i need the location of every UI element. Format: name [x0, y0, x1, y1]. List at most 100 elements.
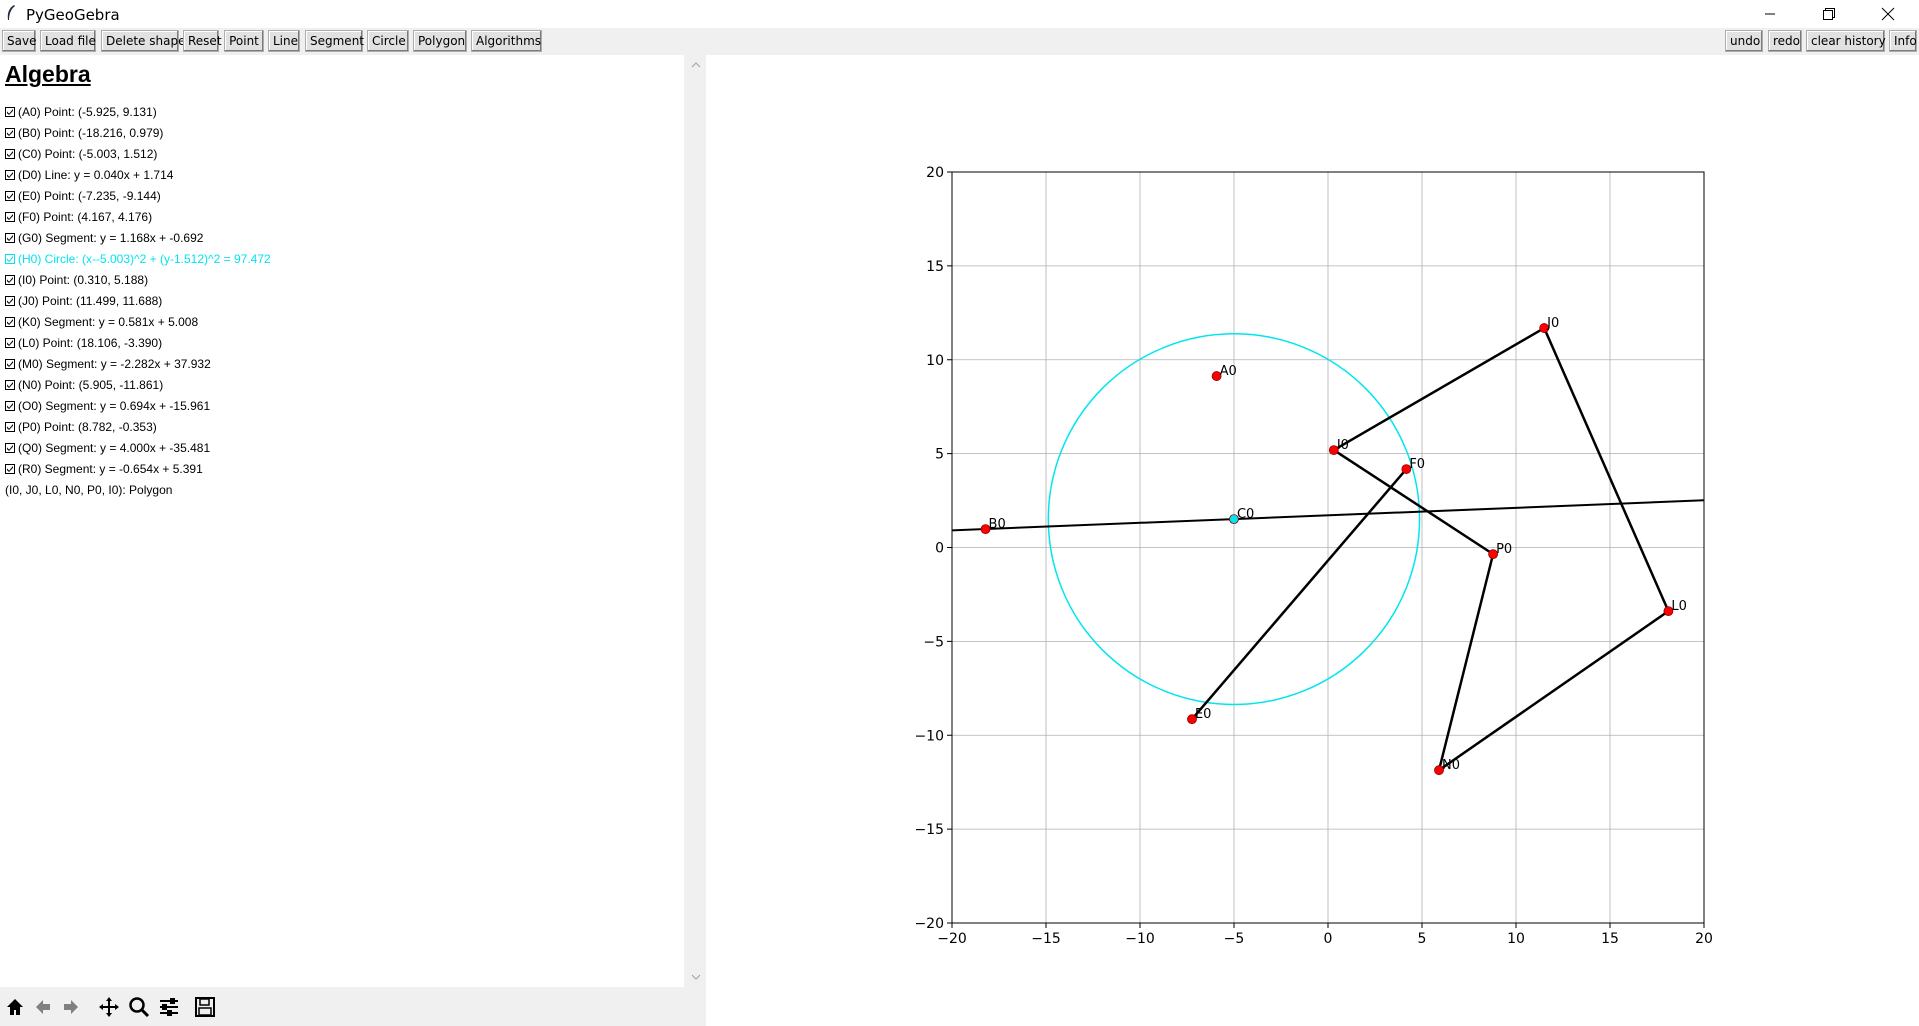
visibility-checkbox[interactable]: [5, 191, 15, 201]
back-button[interactable]: [30, 994, 56, 1020]
clear-history-button[interactable]: clear history: [1806, 30, 1886, 52]
point-label-L0: L0: [1671, 599, 1687, 614]
point-J0[interactable]: [1539, 323, 1550, 333]
segment-O0[interactable]: [1438, 610, 1670, 772]
scroll-down-arrow-icon[interactable]: [686, 967, 706, 987]
undo-button[interactable]: undo: [1725, 30, 1763, 52]
algebra-item[interactable]: (D0) Line: y = 0.040x + 1.714: [5, 165, 173, 185]
configure-subplots-button[interactable]: [156, 994, 182, 1020]
segment-Q0[interactable]: [1437, 553, 1495, 771]
point-L0[interactable]: [1663, 606, 1674, 617]
point-tool-button[interactable]: Point: [224, 30, 264, 52]
info-button[interactable]: Info: [1889, 30, 1917, 52]
x-tick-label: −5: [1224, 931, 1245, 947]
forward-button[interactable]: [58, 994, 84, 1020]
point-I0[interactable]: [1328, 445, 1339, 455]
visibility-checkbox[interactable]: [5, 170, 15, 180]
visibility-checkbox[interactable]: [5, 107, 15, 117]
visibility-checkbox[interactable]: [5, 233, 15, 243]
visibility-checkbox[interactable]: [5, 275, 15, 285]
point-E0[interactable]: [1187, 714, 1197, 725]
point-N0[interactable]: [1434, 765, 1444, 776]
algebra-item[interactable]: (L0) Point: (18.106, -3.390): [5, 333, 162, 353]
algebra-item[interactable]: (N0) Point: (5.905, -11.861): [5, 375, 163, 395]
visibility-checkbox[interactable]: [5, 254, 15, 264]
visibility-checkbox[interactable]: [5, 212, 15, 222]
visibility-checkbox[interactable]: [5, 464, 15, 474]
algebra-item[interactable]: (K0) Segment: y = 0.581x + 5.008: [5, 312, 198, 332]
algebra-item[interactable]: (R0) Segment: y = -0.654x + 5.391: [5, 459, 203, 479]
visibility-checkbox[interactable]: [5, 296, 15, 306]
algebra-item-label: (C0) Point: (-5.003, 1.512): [18, 147, 158, 161]
scroll-up-arrow-icon[interactable]: [686, 55, 706, 75]
visibility-checkbox[interactable]: [5, 128, 15, 138]
algebra-item[interactable]: (M0) Segment: y = -2.282x + 37.932: [5, 354, 211, 374]
algebra-item[interactable]: (I0) Point: (0.310, 5.188): [5, 270, 148, 290]
point-A0[interactable]: [1211, 371, 1222, 381]
save-figure-button[interactable]: [192, 994, 218, 1020]
algebra-item[interactable]: (J0) Point: (11.499, 11.688): [5, 291, 162, 311]
algebra-item[interactable]: (P0) Point: (8.782, -0.353): [5, 417, 157, 437]
algebra-title: Algebra: [5, 61, 91, 87]
window-title: PyGeoGebra: [26, 6, 120, 24]
algebra-item[interactable]: (E0) Point: (-7.235, -9.144): [5, 186, 161, 206]
y-tick-label: −10: [914, 728, 944, 744]
visibility-checkbox[interactable]: [5, 317, 15, 327]
visibility-checkbox[interactable]: [5, 401, 15, 411]
algebra-item[interactable]: (O0) Segment: y = 0.694x + -15.961: [5, 396, 210, 416]
save-button[interactable]: Save: [2, 30, 36, 52]
algebra-item[interactable]: (F0) Point: (4.167, 4.176): [5, 207, 152, 227]
algebra-item[interactable]: (I0, J0, L0, N0, P0, I0): Polygon: [5, 480, 172, 500]
minimize-button[interactable]: [1747, 0, 1793, 28]
visibility-checkbox[interactable]: [5, 422, 15, 432]
circle-tool-button[interactable]: Circle: [367, 30, 409, 52]
visibility-checkbox[interactable]: [5, 359, 15, 369]
point-P0[interactable]: [1488, 549, 1499, 560]
title-bar: PyGeoGebra: [0, 0, 1919, 28]
reset-button[interactable]: Reset: [183, 30, 222, 52]
circle-H0[interactable]: [1047, 333, 1421, 706]
visibility-checkbox[interactable]: [5, 338, 15, 348]
algebra-item[interactable]: (A0) Point: (-5.925, 9.131): [5, 102, 157, 122]
algebra-item-label: (J0) Point: (11.499, 11.688): [18, 294, 163, 308]
visibility-checkbox[interactable]: [5, 149, 15, 159]
polygon-tool-button[interactable]: Polygon: [413, 30, 467, 52]
redo-button[interactable]: redo: [1768, 30, 1802, 52]
segment-R0[interactable]: [1333, 449, 1494, 556]
line-D0[interactable]: [952, 499, 1704, 532]
close-button[interactable]: [1865, 0, 1911, 28]
navigation-toolbar: [0, 988, 706, 1026]
algorithms-button[interactable]: Algorithms: [471, 30, 542, 52]
delete-shape-button[interactable]: Delete shape: [101, 30, 185, 52]
restore-button[interactable]: [1806, 0, 1852, 28]
plot-canvas-area[interactable]: −20 −15 −10 −5 0 5 10 15 20 −20 −15 −10 −5 0 5 10 15 20 A0…: [706, 55, 1919, 1026]
x-tick-label: −20: [937, 931, 967, 947]
algebra-item[interactable]: (G0) Segment: y = 1.168x + -0.692: [5, 228, 203, 248]
algebra-scrollbar[interactable]: [686, 55, 706, 987]
point-F0[interactable]: [1401, 464, 1412, 474]
algebra-item-label: (R0) Segment: y = -0.654x + 5.391: [18, 462, 203, 476]
algebra-item-label: (D0) Line: y = 0.040x + 1.714: [18, 168, 174, 182]
segment-K0[interactable]: [1333, 326, 1545, 452]
segment-G0[interactable]: [1191, 468, 1408, 720]
algebra-item[interactable]: (C0) Point: (-5.003, 1.512): [5, 144, 157, 164]
geometry-plot[interactable]: −20 −15 −10 −5 0 5 10 15 20 −20 −15 −10 −5 0 5 10 15 20 A0…: [706, 55, 1919, 1026]
y-tick-label: 15: [926, 259, 944, 275]
zoom-button[interactable]: [126, 994, 152, 1020]
line-tool-button[interactable]: Line: [268, 30, 300, 52]
algebra-panel: Algebra (A0) Point: (-5.925, 9.131) (B0) …: [0, 55, 684, 987]
algebra-item[interactable]: (Q0) Segment: y = 4.000x + -35.481: [5, 438, 210, 458]
pan-button[interactable]: [96, 994, 122, 1020]
algebra-item-label: (M0) Segment: y = -2.282x + 37.932: [18, 357, 211, 371]
segment-tool-button[interactable]: Segment: [305, 30, 364, 52]
home-button[interactable]: [2, 994, 28, 1020]
load-file-button[interactable]: Load file: [40, 30, 96, 52]
segment-M0[interactable]: [1543, 327, 1670, 612]
algebra-item[interactable]: (H0) Circle: (x--5.003)^2 + (y-1.512)^2 …: [5, 249, 271, 269]
point-C0[interactable]: [1229, 514, 1239, 525]
visibility-checkbox[interactable]: [5, 443, 15, 453]
visibility-checkbox[interactable]: [5, 380, 15, 390]
point-B0[interactable]: [980, 524, 991, 535]
algebra-item-label: (L0) Point: (18.106, -3.390): [18, 336, 163, 350]
algebra-item[interactable]: (B0) Point: (-18.216, 0.979): [5, 123, 163, 143]
